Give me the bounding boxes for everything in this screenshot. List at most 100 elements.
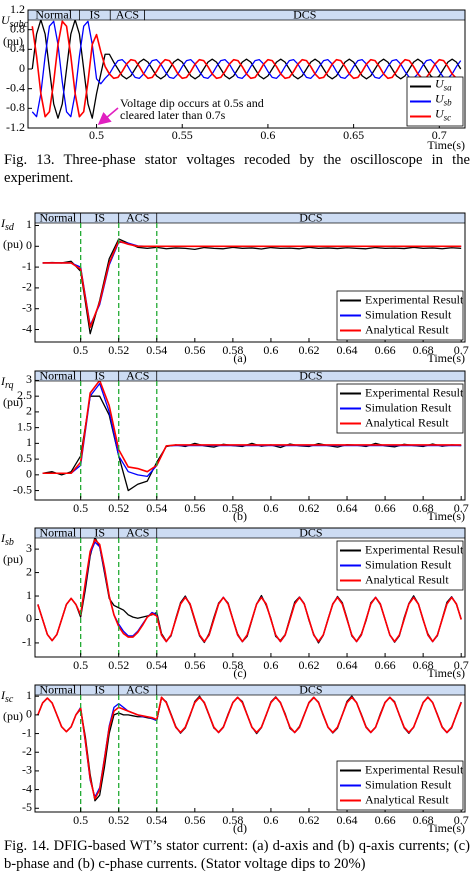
x-tick-label: 0.52 xyxy=(108,813,129,827)
x-tick-label: 0.58 xyxy=(222,658,243,672)
y-tick-label: 0.4 xyxy=(10,41,25,55)
y-tick-label: 1 xyxy=(26,435,32,449)
y-tick-label: -1.2 xyxy=(6,120,25,134)
phase-label: IS xyxy=(94,368,105,382)
phase-label: Normal xyxy=(40,682,77,696)
series-line xyxy=(31,20,461,118)
plot-border xyxy=(34,370,466,501)
y-axis-title: Isb xyxy=(0,531,14,549)
phase-label: DCS xyxy=(293,7,316,21)
x-tick-label: 0.7 xyxy=(454,501,469,515)
x-tick-label: 0.6 xyxy=(260,128,275,142)
x-tick-label: 0.5 xyxy=(73,813,88,827)
x-tick-label: 0.58 xyxy=(222,813,243,827)
y-tick-label: 1.5 xyxy=(17,419,32,433)
y-axis-unit: (pu) xyxy=(3,237,23,251)
x-tick-label: 0.7 xyxy=(454,343,469,357)
y-axis-unit: (pu) xyxy=(3,552,23,566)
x-tick-label: 0.5 xyxy=(73,343,88,357)
x-tick-label: 0.56 xyxy=(184,658,205,672)
y-tick-label: -2 xyxy=(22,280,32,294)
x-axis-title: Time(s) xyxy=(427,666,465,680)
annotation-arrow xyxy=(97,107,119,126)
y-tick-label: -1 xyxy=(22,259,32,273)
y-tick-label: -4 xyxy=(22,781,32,795)
y-axis-title: Isd xyxy=(0,216,15,234)
x-tick-label: 0.6 xyxy=(263,501,278,515)
y-tick-label: -4 xyxy=(22,321,32,335)
legend-label: Experimental Result xyxy=(365,762,464,776)
phase-label: ACS xyxy=(116,7,139,21)
y-axis-title: Isc xyxy=(0,688,14,706)
legend-label: Experimental Result xyxy=(365,292,464,306)
phase-label: IS xyxy=(94,525,105,539)
legend-label: Analytical Result xyxy=(365,322,449,336)
x-axis-title: Time(s) xyxy=(427,138,465,152)
x-tick-label: 0.62 xyxy=(298,343,319,357)
y-tick-label: -3 xyxy=(22,763,32,777)
y-tick-label: -0.5 xyxy=(13,482,32,496)
x-axis-title: Time(s) xyxy=(427,351,465,365)
x-tick-label: 0.54 xyxy=(146,501,167,515)
y-tick-label: 0 xyxy=(26,707,32,721)
y-tick-label: 1 xyxy=(26,217,32,231)
y-tick-label: -1 xyxy=(22,725,32,739)
legend-label: Experimental Result xyxy=(365,385,464,399)
y-tick-label: 1 xyxy=(26,588,32,602)
y-tick-label: 0 xyxy=(26,611,32,625)
x-tick-label: 0.54 xyxy=(146,813,167,827)
panel-label: (c) xyxy=(233,666,246,680)
y-axis-unit: (pu) xyxy=(3,395,23,409)
phase-label: Normal xyxy=(40,210,77,224)
x-tick-label: 0.56 xyxy=(184,501,205,515)
legend-label: Simulation Result xyxy=(365,307,452,321)
x-tick-label: 0.5 xyxy=(73,658,88,672)
y-axis-title: Usabc xyxy=(1,13,29,31)
x-axis-title: Time(s) xyxy=(427,821,465,835)
series-line xyxy=(37,696,462,800)
x-tick-label: 0.52 xyxy=(108,343,129,357)
panel-label: (b) xyxy=(233,509,247,523)
phase-label: IS xyxy=(94,682,105,696)
y-axis-unit: (pu) xyxy=(3,34,23,48)
y-tick-label: 2 xyxy=(26,404,32,418)
plot-border xyxy=(34,684,466,813)
caption: Fig. 13. Three-phase stator voltages rec… xyxy=(4,152,470,186)
phase-label: DCS xyxy=(299,210,322,224)
y-tick-label: 0.8 xyxy=(10,21,25,35)
phase-label: ACS xyxy=(126,368,149,382)
x-tick-label: 0.64 xyxy=(337,343,358,357)
annotation: Voltage dip occurs at 0.5s and xyxy=(120,96,264,110)
phase-label: IS xyxy=(89,7,100,21)
series-line xyxy=(42,379,462,475)
y-axis-title: Irq xyxy=(0,374,14,392)
x-tick-label: 0.68 xyxy=(413,343,434,357)
x-tick-label: 0.56 xyxy=(184,813,205,827)
y-tick-label: -0.4 xyxy=(6,80,25,94)
x-tick-label: 0.64 xyxy=(337,658,358,672)
x-tick-label: 0.55 xyxy=(172,128,193,142)
phase-label: ACS xyxy=(126,682,149,696)
x-tick-label: 0.7 xyxy=(454,658,469,672)
y-tick-label: -5 xyxy=(22,800,32,814)
x-tick-label: 0.6 xyxy=(263,343,278,357)
legend-label: Simulation Result xyxy=(365,400,452,414)
x-tick-label: 0.7 xyxy=(432,128,447,142)
legend-label: Usb xyxy=(435,91,452,107)
phase-label: ACS xyxy=(126,210,149,224)
phase-label: DCS xyxy=(299,682,322,696)
x-tick-label: 0.64 xyxy=(337,813,358,827)
panel-label: (a) xyxy=(233,351,246,365)
legend-label: Analytical Result xyxy=(365,415,449,429)
x-tick-label: 0.62 xyxy=(298,813,319,827)
x-tick-label: 0.62 xyxy=(298,501,319,515)
plot-border xyxy=(34,527,466,658)
y-tick-label: -3 xyxy=(22,300,32,314)
legend-label: Simulation Result xyxy=(365,557,452,571)
x-tick-label: 0.66 xyxy=(375,343,396,357)
y-tick-label: 3 xyxy=(26,541,32,555)
series-line xyxy=(37,538,462,643)
panel-label: (d) xyxy=(233,821,247,835)
legend-label: Experimental Result xyxy=(365,542,464,556)
